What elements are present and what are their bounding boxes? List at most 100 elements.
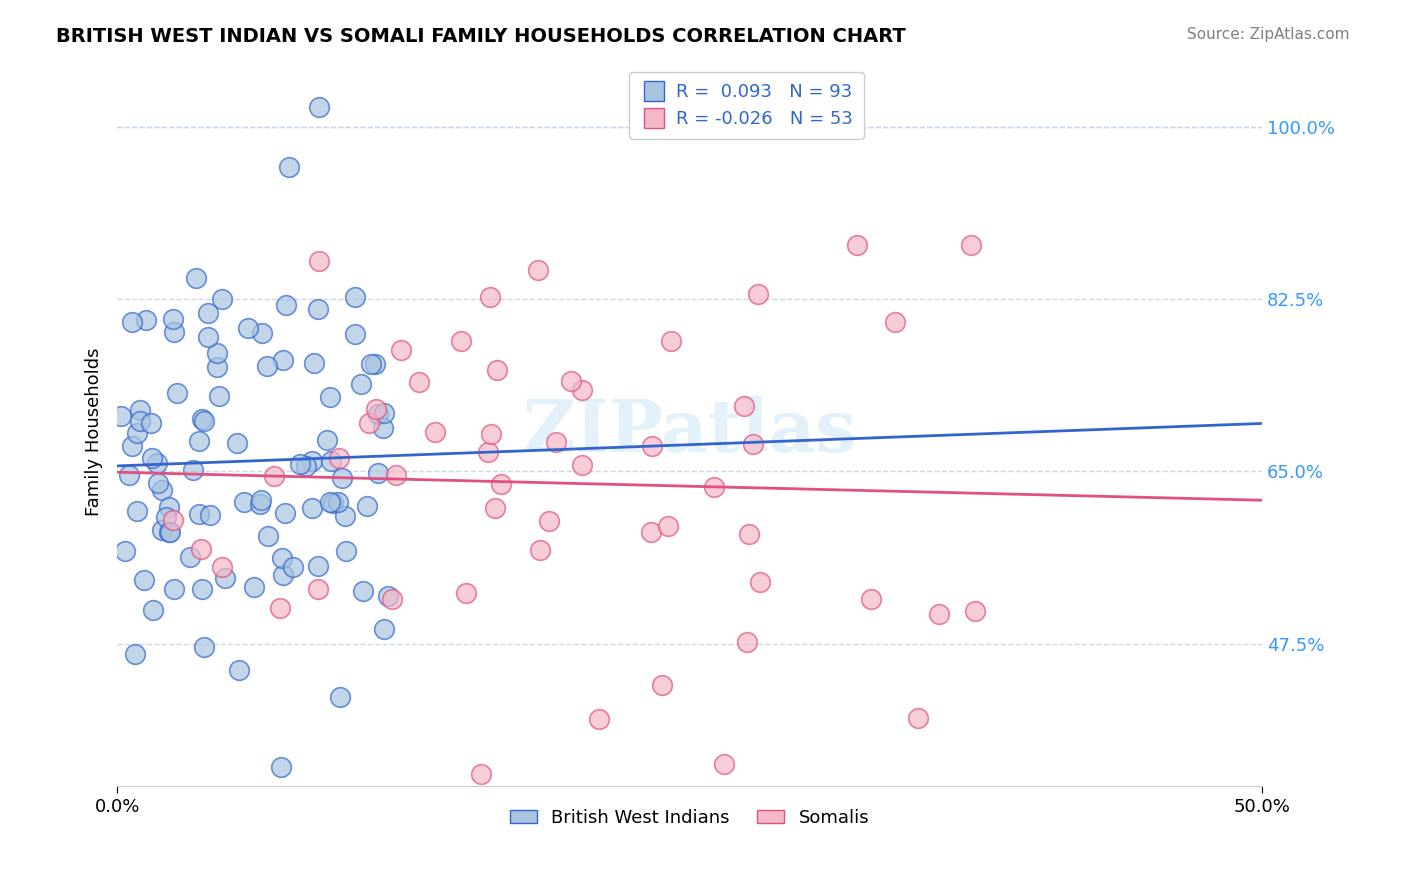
- Point: [352, 584, 374, 599]
- Point: [329, 690, 352, 704]
- Point: [307, 582, 329, 597]
- Point: [276, 298, 298, 312]
- Point: [226, 435, 249, 450]
- Point: [335, 544, 357, 558]
- Point: [252, 326, 274, 341]
- Point: [319, 390, 342, 404]
- Point: [963, 603, 986, 617]
- Point: [479, 427, 502, 442]
- Point: [651, 678, 673, 692]
- Point: [121, 439, 143, 453]
- Point: [364, 401, 387, 416]
- Point: [371, 421, 394, 435]
- Point: [360, 357, 382, 371]
- Point: [193, 414, 215, 428]
- Text: ZIPatlas: ZIPatlas: [523, 396, 856, 467]
- Point: [479, 290, 502, 304]
- Point: [356, 500, 378, 514]
- Point: [385, 468, 408, 483]
- Point: [328, 450, 350, 465]
- Point: [205, 359, 228, 374]
- Point: [308, 254, 330, 268]
- Point: [121, 315, 143, 329]
- Legend: British West Indians, Somalis: British West Indians, Somalis: [503, 802, 876, 834]
- Point: [470, 767, 492, 781]
- Point: [257, 529, 280, 543]
- Point: [713, 756, 735, 771]
- Point: [491, 477, 513, 491]
- Point: [249, 497, 271, 511]
- Point: [162, 513, 184, 527]
- Point: [211, 292, 233, 306]
- Point: [484, 501, 506, 516]
- Point: [640, 525, 662, 540]
- Point: [307, 559, 329, 574]
- Point: [184, 270, 207, 285]
- Point: [236, 321, 259, 335]
- Point: [274, 506, 297, 520]
- Point: [381, 591, 404, 606]
- Point: [232, 495, 254, 509]
- Point: [127, 426, 149, 441]
- Point: [423, 425, 446, 439]
- Point: [155, 509, 177, 524]
- Point: [125, 503, 148, 517]
- Point: [228, 663, 250, 677]
- Point: [146, 456, 169, 470]
- Point: [139, 416, 162, 430]
- Point: [157, 500, 180, 514]
- Point: [271, 568, 294, 582]
- Point: [270, 760, 292, 774]
- Point: [307, 302, 329, 317]
- Point: [350, 376, 373, 391]
- Point: [486, 363, 509, 377]
- Point: [188, 508, 211, 522]
- Point: [373, 406, 395, 420]
- Point: [571, 384, 593, 398]
- Point: [150, 483, 173, 498]
- Point: [845, 237, 868, 252]
- Point: [295, 458, 318, 473]
- Point: [860, 592, 883, 607]
- Point: [146, 475, 169, 490]
- Point: [408, 375, 430, 389]
- Point: [141, 450, 163, 465]
- Point: [278, 160, 301, 174]
- Point: [450, 334, 472, 348]
- Point: [243, 580, 266, 594]
- Point: [928, 607, 950, 622]
- Point: [747, 287, 769, 301]
- Point: [641, 439, 664, 453]
- Point: [162, 311, 184, 326]
- Point: [163, 325, 186, 339]
- Point: [271, 353, 294, 368]
- Point: [389, 343, 412, 357]
- Point: [883, 315, 905, 329]
- Point: [749, 575, 772, 590]
- Point: [741, 437, 763, 451]
- Point: [959, 237, 981, 252]
- Point: [190, 542, 212, 557]
- Point: [738, 527, 761, 541]
- Point: [128, 414, 150, 428]
- Point: [477, 445, 499, 459]
- Point: [150, 523, 173, 537]
- Text: BRITISH WEST INDIAN VS SOMALI FAMILY HOUSEHOLDS CORRELATION CHART: BRITISH WEST INDIAN VS SOMALI FAMILY HOU…: [56, 27, 905, 45]
- Point: [197, 329, 219, 343]
- Point: [132, 573, 155, 587]
- Point: [269, 601, 291, 615]
- Point: [118, 468, 141, 483]
- Point: [735, 635, 758, 649]
- Point: [302, 356, 325, 370]
- Point: [135, 313, 157, 327]
- Point: [907, 710, 929, 724]
- Point: [529, 543, 551, 558]
- Point: [359, 417, 381, 431]
- Point: [315, 434, 337, 448]
- Point: [283, 560, 305, 574]
- Point: [162, 582, 184, 596]
- Point: [205, 345, 228, 359]
- Point: [326, 495, 349, 509]
- Point: [367, 467, 389, 481]
- Point: [191, 411, 214, 425]
